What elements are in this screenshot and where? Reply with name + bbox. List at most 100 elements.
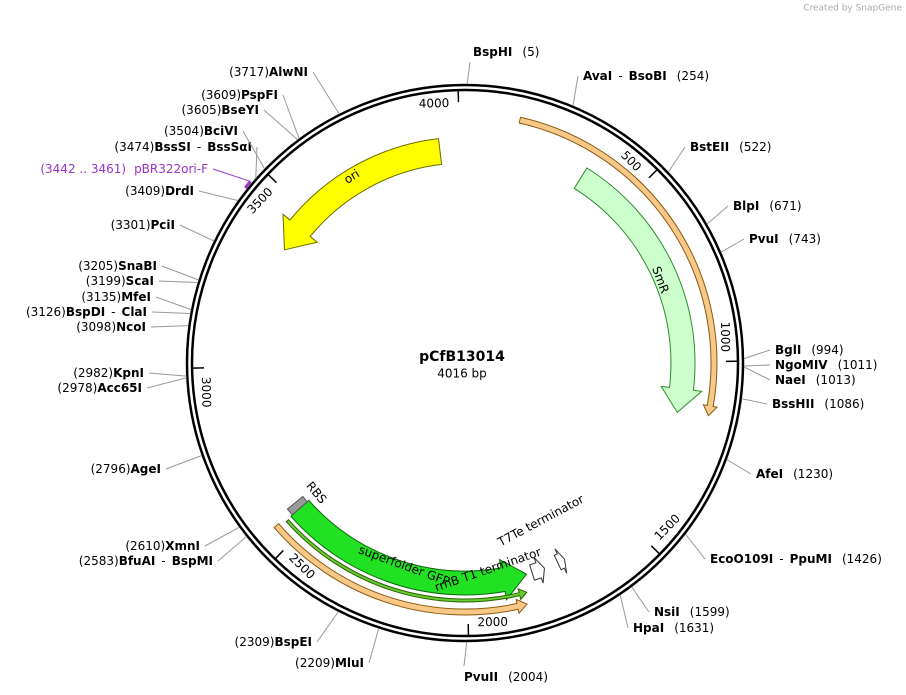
- site-name: MluI: [335, 656, 364, 670]
- ruler-tick: [267, 174, 277, 184]
- site-names: XmnI: [165, 539, 200, 553]
- site-leader: [165, 455, 202, 470]
- site-name: ClaI: [122, 305, 147, 319]
- site-position: (3301): [111, 218, 151, 232]
- site-name: PvuI: [749, 232, 779, 246]
- site-names: Acc65I: [97, 381, 142, 395]
- feature: [290, 499, 528, 602]
- site-position: (3199): [86, 274, 126, 288]
- site-name: PciI: [151, 218, 176, 232]
- plasmid-length: 4016 bp: [437, 367, 487, 381]
- separator: -: [197, 140, 201, 154]
- site-position: (2796): [91, 462, 131, 476]
- primer-name: pBR322ori-F: [134, 162, 208, 176]
- ruler-tick: [650, 545, 660, 555]
- site-name: BciVI: [204, 124, 238, 138]
- site-name: BlpI: [733, 199, 759, 213]
- site-leader: [282, 94, 300, 139]
- site-position: (3409): [125, 184, 165, 198]
- site-leader: [463, 641, 468, 667]
- site-names: BssSI - BssSαI: [154, 140, 252, 154]
- site-label: BspHI (5): [473, 45, 539, 59]
- site-position: (2978): [57, 381, 97, 395]
- site-label: (3474)BssSI - BssSαI: [114, 140, 252, 154]
- site-position: (2004): [508, 670, 548, 684]
- site-names: MfeI: [121, 290, 151, 304]
- site-label: NsiI (1599): [654, 605, 730, 619]
- site-label: (3717)AlwNI: [229, 65, 308, 79]
- site-position: (3126): [26, 305, 66, 319]
- site-leader: [741, 398, 768, 405]
- site-names: BciVI: [204, 124, 238, 138]
- site-leader: [667, 146, 686, 173]
- site-leader: [743, 349, 771, 360]
- site-label: AfeI (1230): [756, 467, 833, 481]
- site-leader: [743, 366, 771, 381]
- site-leader: [720, 238, 745, 253]
- ruler-label: 2500: [286, 551, 318, 582]
- site-label: (3126)BspDI - ClaI: [26, 305, 147, 319]
- site-names: NcoI: [116, 320, 146, 334]
- site-label: (3609)PspFI: [201, 88, 278, 102]
- site-position: (3717): [229, 65, 269, 79]
- feature: [286, 495, 309, 516]
- site-position: (1599): [690, 605, 730, 619]
- site-position: (254): [677, 69, 709, 83]
- site-leader: [150, 325, 189, 328]
- site-leader: [155, 296, 192, 311]
- site-position: (1011): [838, 358, 878, 372]
- site-names: BfuAI - BspMI: [119, 554, 213, 568]
- site-leader: [255, 146, 258, 179]
- site-leader: [204, 526, 240, 547]
- site-label: (2309)BspEI: [235, 635, 312, 649]
- site-label: (2982)KpnI: [73, 366, 144, 380]
- site-position: (2583): [79, 554, 119, 568]
- site-name: SnaBI: [118, 259, 157, 273]
- site-label: NaeI (1013): [775, 373, 856, 387]
- site-leader: [368, 628, 380, 664]
- ruler-label: 3000: [199, 377, 214, 408]
- site-leader: [631, 586, 650, 613]
- site-name: BssSI: [154, 140, 191, 154]
- primer-range: (3442 .. 3461): [40, 162, 126, 176]
- site-leader: [684, 533, 706, 560]
- site-label: PvuI (743): [749, 232, 821, 246]
- feature: [282, 138, 443, 251]
- feature: [273, 522, 528, 616]
- site-position: (1426): [842, 552, 882, 566]
- site-label: BssHII (1086): [772, 397, 864, 411]
- site-name: NsiI: [654, 605, 680, 619]
- site-leader: [619, 594, 629, 629]
- site-leader: [217, 536, 247, 562]
- ruler-tick: [275, 549, 284, 559]
- separator: -: [111, 305, 115, 319]
- site-names: BspEI: [274, 635, 312, 649]
- site-position: (2982): [73, 366, 113, 380]
- feature-label: T7Te terminator: [495, 492, 587, 550]
- site-position: (3609): [201, 88, 241, 102]
- site-label: (3199)ScaI: [86, 274, 154, 288]
- site-label: NgoMIV (1011): [775, 358, 877, 372]
- site-name: PspFI: [241, 88, 278, 102]
- site-name: BssSαI: [207, 140, 252, 154]
- site-name: PpuMI: [790, 552, 832, 566]
- site-position: (522): [739, 140, 771, 154]
- site-position: (1013): [816, 373, 856, 387]
- site-names: AlwNI: [269, 65, 308, 79]
- site-label: (3409)DrdI: [125, 184, 194, 198]
- feature: [528, 557, 545, 584]
- site-leader: [743, 364, 771, 367]
- separator: -: [779, 552, 783, 566]
- backbone-inner: [190, 88, 740, 638]
- site-name: BglI: [775, 343, 801, 357]
- site-names: BseYI: [221, 103, 259, 117]
- site-position: (3205): [78, 259, 118, 273]
- site-leader: [263, 109, 299, 141]
- site-label: (2978)Acc65I: [57, 381, 142, 395]
- site-name: BssHII: [772, 397, 814, 411]
- ruler-label: 2000: [477, 615, 508, 629]
- site-names: BspDI - ClaI: [66, 305, 147, 319]
- ruler-label: 1500: [652, 511, 683, 543]
- site-label: PvuII (2004): [464, 670, 548, 684]
